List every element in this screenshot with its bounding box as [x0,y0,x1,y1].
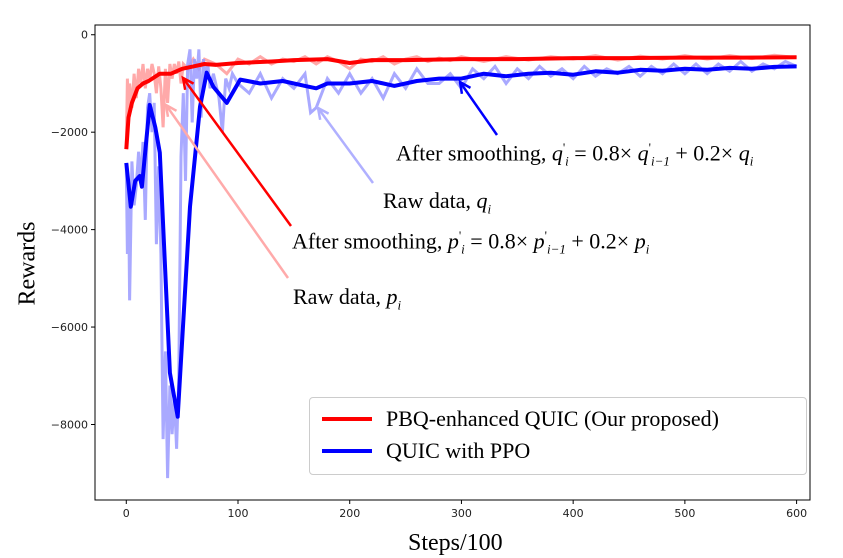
annotation-q-raw: Raw data, qi [383,188,492,217]
y-tick-label: 0 [81,29,88,42]
annotation-p-raw: Raw data, pi [293,284,402,313]
arrow-p-smoothed [181,77,293,227]
arrow-p-smoothed-head [181,75,195,91]
legend-label: PBQ-enhanced QUIC (Our proposed) [386,406,719,431]
x-tick-label: 300 [451,507,472,520]
legend-swatch-blue [322,449,372,453]
arrow-q-smoothed-head [458,79,472,95]
x-tick-label: 400 [563,507,584,520]
x-tick-label: 500 [674,507,695,520]
y-tick-label: −4000 [51,224,88,237]
x-tick-label: 600 [786,507,807,520]
arrow-p-raw-head [164,102,178,118]
x-tick-label: 200 [339,507,360,520]
annotation-p-smoothed: After smoothing, p'i = 0.8× p'i−1 + 0.2×… [292,228,650,257]
x-tick-label: 0 [123,507,130,520]
y-tick-label: −8000 [51,418,88,431]
legend-item-pbq: PBQ-enhanced QUIC (Our proposed) [322,406,719,432]
y-axis-label: Rewards [14,221,41,306]
y-tick-label: −6000 [51,321,88,334]
plot-frame [94,24,811,501]
smoothed-series-line-1 [124,64,797,419]
arrow-q-raw [316,107,375,184]
arrow-q-raw-head [316,105,330,121]
x-axis-label: Steps/100 [408,530,503,556]
annotation-q-smoothed: After smoothing, q'i = 0.8× q'i−1 + 0.2×… [396,140,754,169]
arrow-p-raw [164,104,290,279]
legend-swatch-red [322,417,372,421]
y-tick-label: −2000 [51,126,88,139]
legend: PBQ-enhanced QUIC (Our proposed) QUIC wi… [309,397,807,475]
legend-label: QUIC with PPO [386,438,531,463]
smoothed-series-line-0 [124,55,797,150]
arrow-q-smoothed [458,81,499,136]
x-tick-label: 100 [228,507,249,520]
legend-item-ppo: QUIC with PPO [322,438,530,464]
